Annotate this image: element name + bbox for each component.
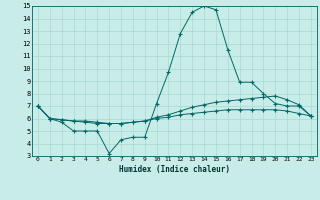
- X-axis label: Humidex (Indice chaleur): Humidex (Indice chaleur): [119, 165, 230, 174]
